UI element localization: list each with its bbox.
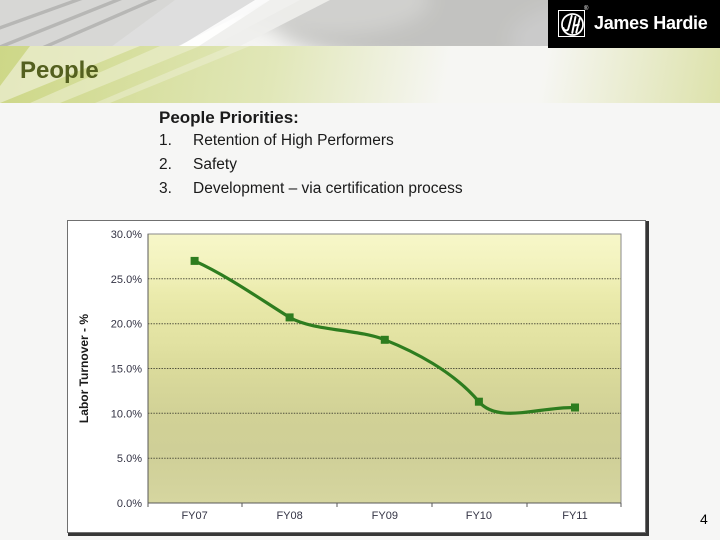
svg-text:5.0%: 5.0% [117,453,142,465]
svg-text:25.0%: 25.0% [111,274,142,286]
svg-text:FY11: FY11 [562,510,587,522]
svg-text:Labor Turnover - %: Labor Turnover - % [77,314,91,423]
svg-text:10.0%: 10.0% [111,408,142,420]
svg-text:FY10: FY10 [466,510,492,522]
svg-text:30.0%: 30.0% [111,229,142,241]
svg-text:FY08: FY08 [276,510,302,522]
svg-text:0.0%: 0.0% [117,498,142,510]
svg-text:20.0%: 20.0% [111,319,142,331]
svg-text:FY07: FY07 [181,510,207,522]
svg-text:FY09: FY09 [372,510,398,522]
svg-text:15.0%: 15.0% [111,364,142,376]
